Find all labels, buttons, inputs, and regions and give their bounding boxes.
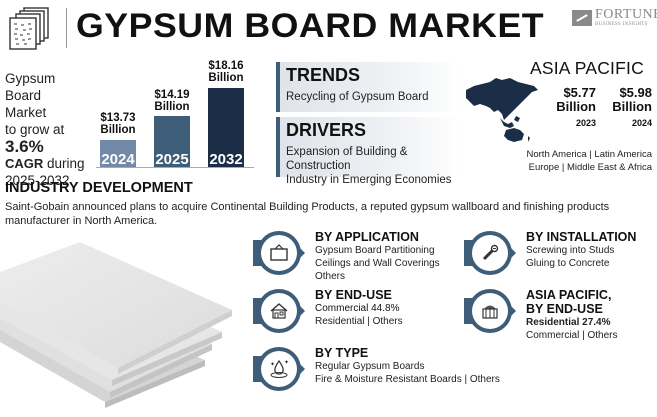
cagr-rate: 3.6% bbox=[5, 137, 44, 156]
other-regions: North America | Latin America Europe | M… bbox=[515, 148, 653, 174]
segment-line: Screwing into Studs bbox=[526, 245, 615, 256]
svg-text:✦: ✦ bbox=[270, 361, 275, 368]
document-stack-icon bbox=[9, 7, 49, 50]
region-value-2024: $5.98 Billion 2024 bbox=[612, 85, 652, 129]
bar-2024: 2024 bbox=[100, 140, 136, 168]
segment-highlight: Residential 27.4% bbox=[526, 317, 611, 328]
water-drop-icon: ✦ ✦ bbox=[270, 359, 289, 378]
bar-value-label-2024: $13.73 Billion bbox=[100, 112, 136, 136]
segment-line: Regular Gypsum Boards bbox=[315, 361, 425, 372]
segment-line: Ceilings and Wall Coverings bbox=[315, 258, 440, 269]
house-icon bbox=[270, 303, 288, 319]
bar-year-2024: 2024 bbox=[101, 151, 135, 168]
segment-line: Others bbox=[315, 271, 346, 282]
logo-main-text: FORTUNE bbox=[595, 7, 657, 22]
chart-baseline bbox=[96, 167, 254, 168]
building-icon bbox=[482, 305, 498, 319]
other-regions-line-1: North America | Latin America bbox=[526, 149, 653, 160]
drivers-line-2: Industry in Emerging Economies bbox=[286, 174, 452, 186]
segment-asia-pacific-by-end-use: ASIA PACIFIC, BY END-USE Residential 27.… bbox=[464, 288, 618, 342]
trends-text: Recycling of Gypsum Board bbox=[286, 91, 429, 103]
drivers-heading: DRIVERS bbox=[286, 120, 367, 140]
industry-development-text: Saint-Gobain announced plans to acquire … bbox=[5, 201, 610, 227]
industry-development-heading: INDUSTRY DEVELOPMENT bbox=[5, 180, 193, 196]
segment-title: BY END-USE bbox=[526, 302, 603, 316]
segment-title: BY APPLICATION bbox=[315, 230, 419, 244]
page-title: GYPSUM BOARD MARKET bbox=[76, 7, 545, 45]
cagr-during: during bbox=[43, 156, 85, 171]
bar-year-2032: 2032 bbox=[209, 151, 243, 168]
market-size-bar-chart: $13.73 Billion 2024 $14.19 Billion 2025 $1… bbox=[96, 60, 256, 168]
asia-pacific-map-icon bbox=[466, 78, 538, 142]
segment-line: Commercial | Others bbox=[526, 330, 618, 341]
picture-frame-icon bbox=[270, 244, 288, 261]
cagr-line-3: to grow at bbox=[5, 122, 65, 137]
segment-line: Gluing to Concrete bbox=[526, 258, 610, 269]
segment-by-application: BY APPLICATION Gypsum Board Partitioning… bbox=[253, 230, 440, 283]
title-divider bbox=[66, 8, 67, 48]
bar-value-label-2032: $18.16 Billion bbox=[208, 60, 244, 84]
segment-title: BY TYPE bbox=[315, 346, 369, 360]
cagr-label: CAGR bbox=[5, 156, 44, 171]
fortune-business-insights-logo: FORTUNE BUSINESS INSIGHTS bbox=[572, 8, 657, 27]
segment-highlight: Commercial 44.8% bbox=[315, 303, 400, 314]
segment-line: Fire & Moisture Resistant Boards | Other… bbox=[315, 374, 500, 385]
trends-box: TRENDS Recycling of Gypsum Board bbox=[276, 62, 461, 112]
bar-2032: 2032 bbox=[208, 88, 244, 168]
segment-line: Gypsum Board Partitioning bbox=[315, 245, 435, 256]
screw-icon bbox=[482, 244, 499, 261]
gypsum-boards-image bbox=[0, 242, 232, 408]
segment-by-type: ✦ ✦ BY TYPE Regular Gypsum Boards Fire &… bbox=[253, 346, 500, 392]
region-title: ASIA PACIFIC bbox=[530, 58, 644, 78]
cagr-summary: Gypsum Board Market to grow at 3.6% CAGR… bbox=[5, 70, 95, 189]
cagr-period: 2025-2032 bbox=[5, 173, 70, 188]
trends-heading: TRENDS bbox=[286, 65, 361, 85]
logo-mark-icon bbox=[572, 9, 592, 26]
bar-value-label-2025: $14.19 Billion bbox=[154, 89, 190, 113]
cagr-line-1: Gypsum Board bbox=[5, 71, 56, 103]
segment-title: BY INSTALLATION bbox=[526, 230, 637, 244]
svg-text:✦: ✦ bbox=[284, 359, 289, 366]
bar-2025: 2025 bbox=[154, 116, 190, 168]
drivers-box: DRIVERS Expansion of Building & Construc… bbox=[276, 117, 461, 186]
segment-by-installation: BY INSTALLATION Screwing into Studs Glui… bbox=[464, 230, 636, 276]
bar-year-2025: 2025 bbox=[155, 151, 189, 168]
segment-line: Residential | Others bbox=[315, 316, 403, 327]
drivers-line-1: Expansion of Building & Construction bbox=[286, 146, 408, 172]
region-value-2023: $5.77 Billion 2023 bbox=[556, 85, 596, 129]
logo-sub-text: BUSINESS INSIGHTS bbox=[595, 22, 648, 27]
cagr-line-2: Market bbox=[5, 105, 47, 120]
segment-title: ASIA PACIFIC, bbox=[526, 288, 612, 302]
segment-by-end-use: BY END-USE Commercial 44.8% Residential … bbox=[253, 288, 403, 334]
segment-title: BY END-USE bbox=[315, 288, 392, 302]
other-regions-line-2: Europe | Middle East & Africa bbox=[528, 162, 652, 173]
